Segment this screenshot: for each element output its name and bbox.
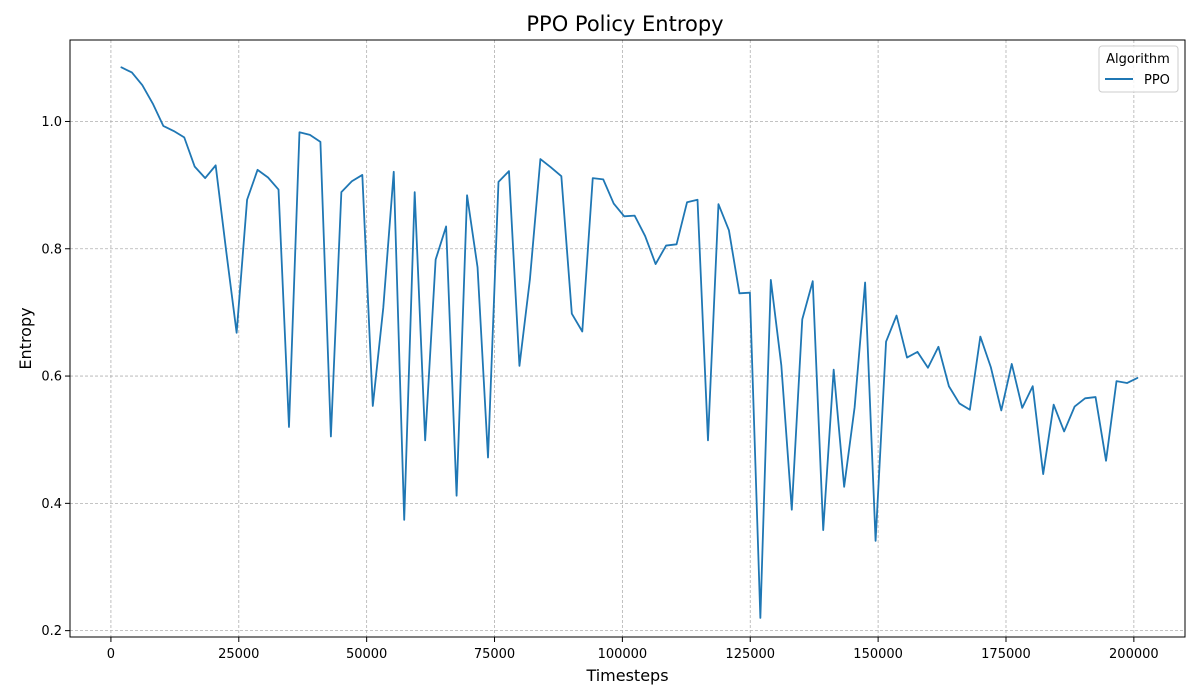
x-tick-label: 50000 — [346, 647, 387, 662]
x-tick-label: 0 — [107, 647, 115, 662]
y-tick-label: 0.2 — [41, 624, 62, 639]
plot-frame — [69, 39, 1186, 638]
y-axis-label: Entropy — [16, 307, 35, 369]
grid-layer — [70, 40, 1185, 637]
legend-title: Algorithm — [1106, 52, 1170, 67]
ticks-layer: 0 25000 50000 75000 100000 125000 150000 175000… — [41, 115, 1158, 662]
x-tick-label: 25000 — [218, 647, 259, 662]
x-tick-label: 75000 — [474, 647, 515, 662]
x-tick-label: 100000 — [598, 647, 648, 662]
x-tick-label: 125000 — [725, 647, 775, 662]
x-tick-label: 175000 — [981, 647, 1031, 662]
x-tick-label: 150000 — [853, 647, 903, 662]
y-tick-label: 1.0 — [41, 115, 62, 130]
legend-entry-ppo: PPO — [1144, 73, 1170, 88]
y-tick-label: 0.6 — [41, 370, 62, 385]
legend: Algorithm PPO — [1098, 45, 1179, 93]
series-layer — [120, 66, 1139, 619]
y-tick-label: 0.8 — [41, 242, 62, 257]
legend-box — [1098, 45, 1179, 93]
x-axis-label: Timesteps — [585, 666, 668, 685]
x-tick-label: 200000 — [1109, 647, 1159, 662]
series-line-ppo — [120, 66, 1139, 619]
chart-title: PPO Policy Entropy — [526, 12, 723, 36]
y-tick-label: 0.4 — [41, 497, 62, 512]
